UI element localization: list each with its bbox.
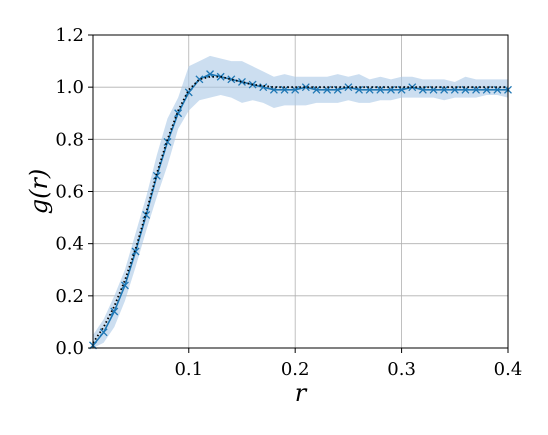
x-tick-label: 0.3 (387, 359, 416, 380)
y-tick-label: 0.6 (55, 182, 84, 203)
series-line (92, 73, 508, 346)
marker-stroke (301, 83, 310, 92)
data-point-marker (110, 307, 119, 316)
y-tick-label: 0.8 (55, 129, 84, 150)
data-point-marker (99, 328, 108, 337)
marker-stroke (227, 75, 236, 84)
data-point-marker (472, 85, 481, 94)
y-tick-label: 0.2 (55, 286, 84, 307)
marker-stroke (195, 75, 204, 84)
y-tick-label: 0.4 (55, 234, 84, 255)
marker-stroke (152, 171, 161, 180)
series-layer (89, 70, 512, 350)
x-tick-label: 0.2 (281, 359, 310, 380)
marker-stroke (472, 85, 481, 94)
marker-stroke (280, 85, 289, 94)
marker-stroke (482, 85, 491, 94)
confidence-band-layer (93, 55, 508, 349)
data-point-marker (440, 85, 449, 94)
marker-stroke (174, 109, 183, 118)
x-axis-label: r (295, 379, 308, 407)
marker-stroke (440, 85, 449, 94)
data-point-marker (238, 77, 246, 86)
data-point-marker (195, 75, 204, 84)
marker-stroke (110, 307, 119, 316)
marker-stroke (323, 85, 332, 94)
marker-stroke (120, 281, 129, 290)
marker-stroke (450, 85, 459, 94)
y-tick-label: 1.2 (55, 25, 84, 46)
data-point-marker (120, 281, 129, 290)
marker-stroke (291, 85, 300, 94)
marker-stroke (376, 85, 385, 94)
y-tick-label: 0.0 (55, 338, 84, 359)
marker-stroke (355, 85, 363, 94)
marker-stroke (99, 328, 108, 337)
data-point-marker (152, 171, 161, 180)
marker-stroke (184, 88, 193, 97)
data-point-marker (312, 85, 321, 94)
data-point-marker (227, 75, 236, 84)
y-tick-label: 1.0 (55, 77, 84, 98)
marker-stroke (312, 85, 321, 94)
data-point-marker (280, 85, 289, 94)
y-axis-label: g(r) (25, 169, 53, 215)
marker-stroke (238, 77, 246, 86)
confidence-band (93, 55, 508, 349)
marker-stroke (386, 85, 395, 94)
data-point-marker (376, 85, 385, 94)
data-point-marker (184, 88, 193, 97)
marker-stroke (259, 83, 268, 92)
reference-dotted-line (92, 75, 508, 344)
x-tick-label: 0.1 (174, 359, 203, 380)
marker-stroke (206, 70, 215, 79)
tick-layer: 0.1 0.2 0.3 0.4 0.0 0.2 0.4 0.6 0.8 1.0 1.2 (55, 25, 522, 380)
marker-stroke (418, 85, 427, 94)
data-point-marker (174, 109, 183, 118)
x-tick-label: 0.4 (494, 359, 523, 380)
data-point-marker (301, 83, 310, 92)
data-point-marker (206, 70, 215, 79)
